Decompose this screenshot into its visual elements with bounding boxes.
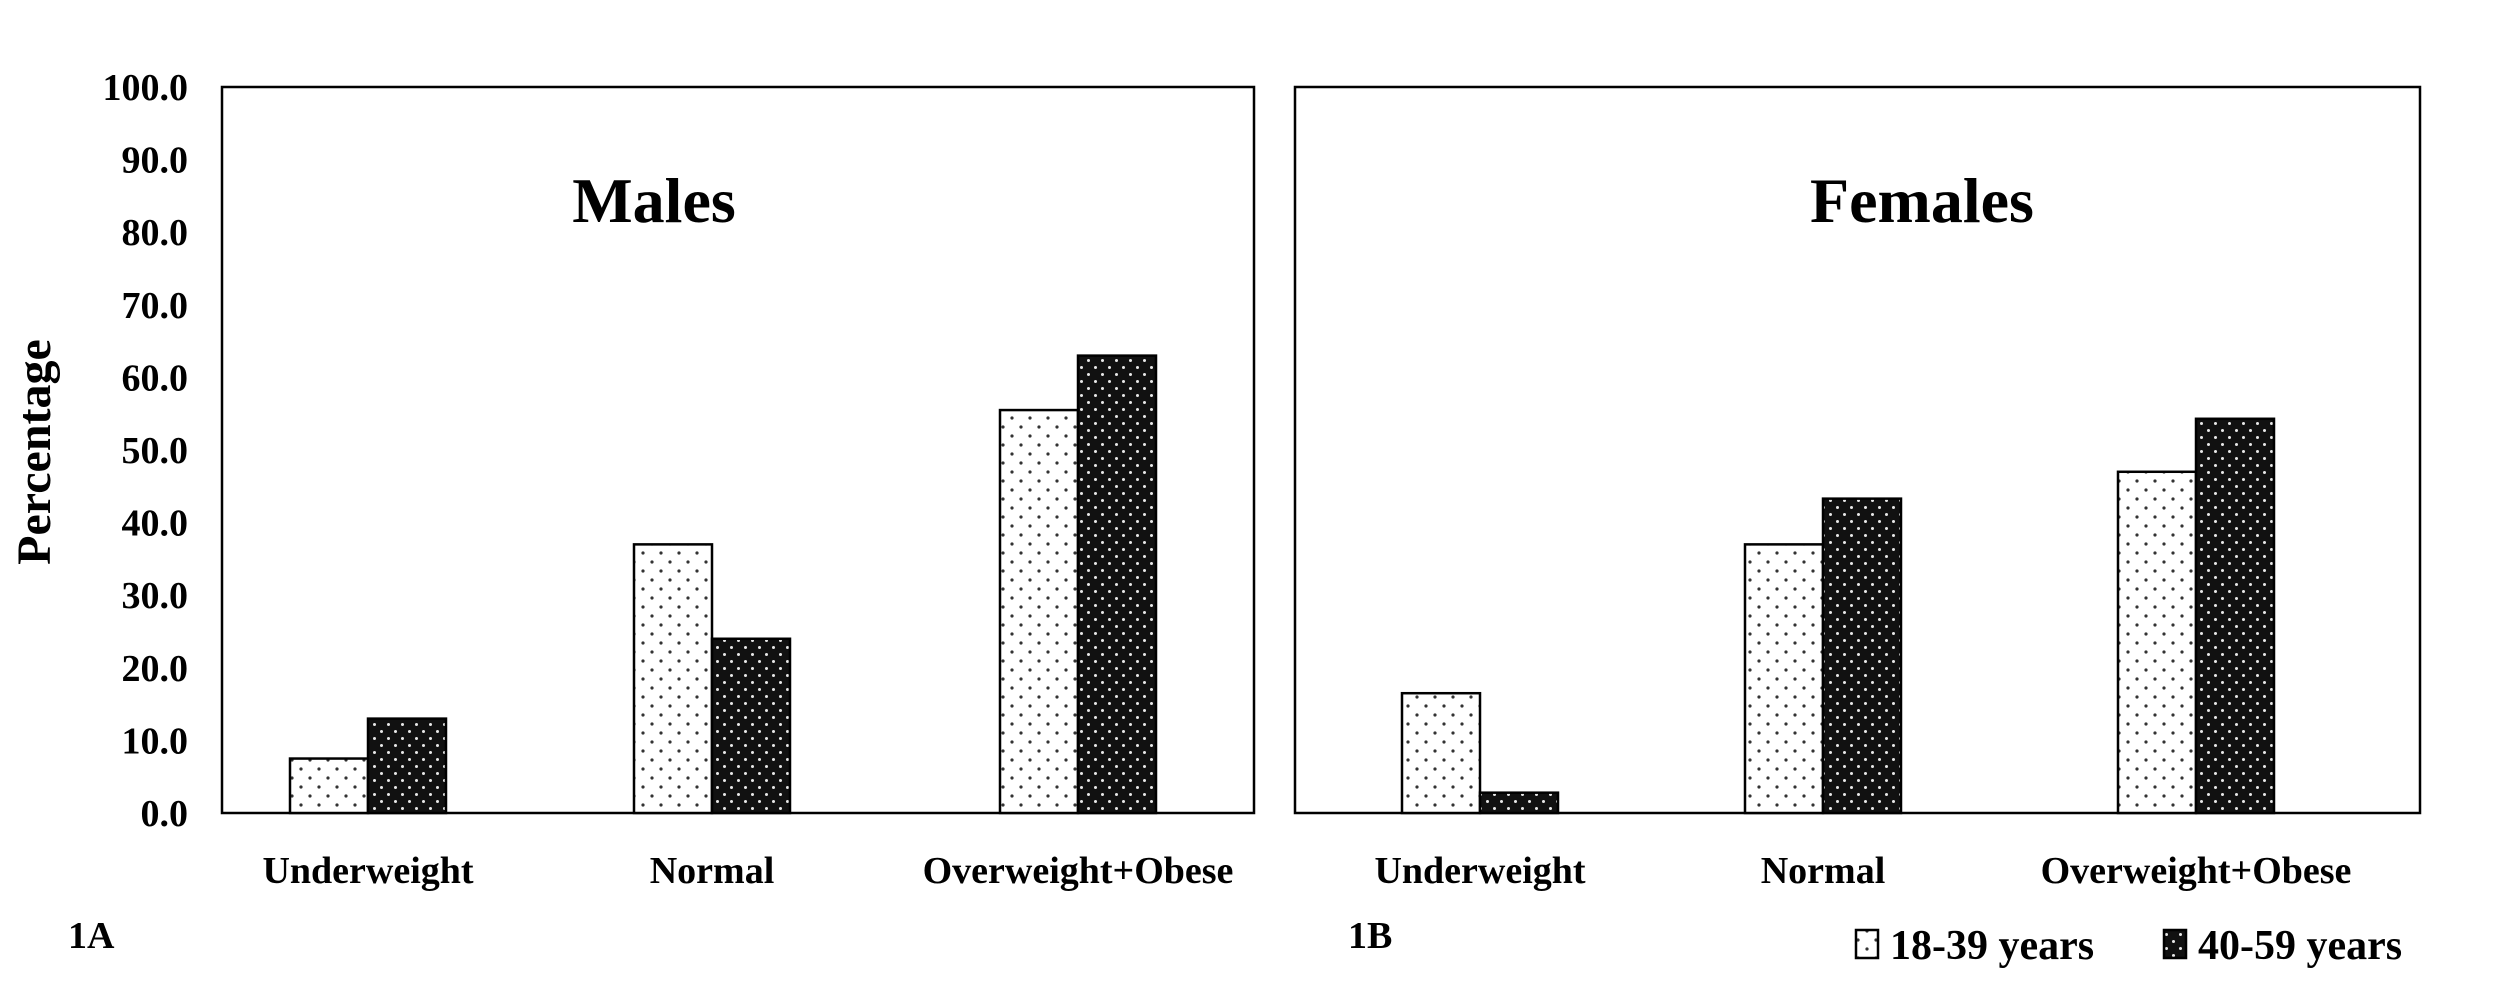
bar-females-normal-18-39-years [1743, 543, 1825, 815]
panel-males: Males Underweight Normal Overweight+Obese … [68, 85, 1256, 957]
bar-males-overweight-obese-18-39-years [998, 408, 1080, 815]
y-tick-label: 20.0 [122, 648, 189, 690]
y-tick-labels: 0.0 10.0 20.0 30.0 40.0 50.0 60.0 70.0 80.0 90.0 1… [103, 67, 189, 835]
legend: 18-39 years 40-59 years [1854, 923, 2402, 969]
y-tick-label: 10.0 [122, 720, 189, 762]
y-tick-label: 30.0 [122, 575, 189, 617]
category-label-overweight-obese: Overweight+Obese [923, 850, 1234, 892]
bar-females-underweight-18-39-years [1400, 691, 1482, 815]
panel-title-females: Females [1810, 165, 2034, 236]
category-label-normal: Normal [1761, 850, 1886, 892]
category-label-underweight: Underweight [262, 850, 473, 892]
category-labels-males: Underweight Normal Overweight+Obese [262, 850, 1233, 892]
y-tick-label: 40.0 [122, 503, 189, 545]
legend-swatch-18-39 [1854, 928, 1880, 960]
category-labels-females: Underweight Normal Overweight+Obese [1374, 850, 2351, 892]
bar-females-normal-40-59-years [1821, 497, 1903, 815]
y-tick-label: 100.0 [103, 67, 189, 109]
bars-females [1400, 417, 2276, 815]
y-tick-label: 90.0 [122, 140, 189, 182]
category-label-underweight: Underweight [1374, 850, 1585, 892]
category-label-overweight-obese: Overweight+Obese [2041, 850, 2352, 892]
legend-swatch-40-59 [2162, 928, 2188, 960]
legend-label-18-39: 18-39 years [1890, 923, 2094, 969]
legend-label-40-59: 40-59 years [2198, 923, 2402, 969]
bar-females-overweight-obese-40-59-years [2194, 417, 2276, 815]
panel-title-males: Males [572, 165, 736, 236]
bar-females-overweight-obese-18-39-years [2116, 470, 2198, 815]
panel-tag-1b: 1B [1348, 915, 1392, 957]
bar-males-underweight-40-59-years [366, 717, 448, 815]
bar-males-overweight-obese-40-59-years [1076, 354, 1158, 815]
bar-males-underweight-18-39-years [288, 757, 370, 815]
y-tick-label: 50.0 [122, 430, 189, 472]
panel-females: Females Underweight Normal Overweight+Obes… [1293, 85, 2422, 957]
bar-males-normal-18-39-years [632, 543, 714, 815]
y-tick-label: 60.0 [122, 357, 189, 399]
y-tick-label: 70.0 [122, 285, 189, 327]
y-tick-label: 0.0 [141, 793, 189, 835]
panel-tag-1a: 1A [68, 915, 115, 957]
category-label-normal: Normal [650, 850, 775, 892]
y-tick-label: 80.0 [122, 212, 189, 254]
bars-males [288, 354, 1158, 815]
y-axis-title: Percentage [8, 339, 61, 565]
bar-males-normal-40-59-years [710, 637, 792, 815]
bar-females-underweight-40-59-years [1478, 791, 1560, 815]
